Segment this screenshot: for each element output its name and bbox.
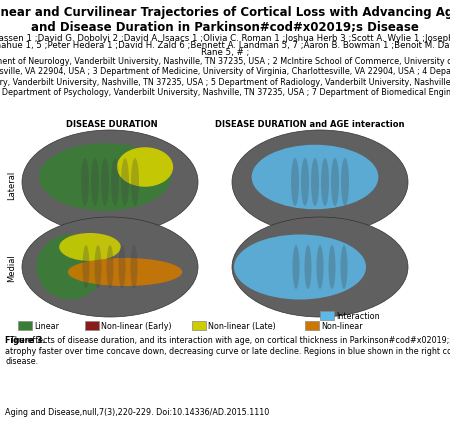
Ellipse shape bbox=[82, 245, 90, 290]
Ellipse shape bbox=[252, 145, 378, 210]
Ellipse shape bbox=[59, 233, 121, 261]
Text: Aging and Disease,null,7(3),220-229. Doi:10.14336/AD.2015.1110: Aging and Disease,null,7(3),220-229. Doi… bbox=[5, 407, 269, 416]
Ellipse shape bbox=[292, 245, 300, 290]
Text: DISEASE DURATION: DISEASE DURATION bbox=[66, 120, 158, 129]
Bar bbox=[18, 321, 32, 330]
Ellipse shape bbox=[107, 245, 113, 290]
Text: Linear and Curvilinear Trajectories of Cortical Loss with Advancing Age
and Dise: Linear and Curvilinear Trajectories of C… bbox=[0, 6, 450, 34]
Ellipse shape bbox=[22, 218, 198, 317]
Bar bbox=[85, 321, 99, 330]
Ellipse shape bbox=[68, 258, 182, 286]
Ellipse shape bbox=[305, 245, 311, 290]
Text: Interaction: Interaction bbox=[336, 311, 380, 320]
Ellipse shape bbox=[341, 159, 349, 207]
Ellipse shape bbox=[301, 159, 309, 207]
Ellipse shape bbox=[39, 144, 171, 211]
Ellipse shape bbox=[94, 245, 102, 290]
Text: The effects of disease duration, and its interaction with age, on cortical thick: The effects of disease duration, and its… bbox=[5, 336, 450, 365]
Ellipse shape bbox=[232, 218, 408, 317]
Text: ;Manus J. Donahue 1, 5 ;Peter Hedera 1 ;David H. Zald 6 ;Bennett A. Landman 5, 7: ;Manus J. Donahue 1, 5 ;Peter Hedera 1 ;… bbox=[0, 41, 450, 50]
Ellipse shape bbox=[234, 235, 366, 300]
Text: Linear: Linear bbox=[34, 321, 59, 330]
Ellipse shape bbox=[111, 159, 119, 207]
Text: 1 Department of Neurology, Vanderbilt University, Nashville, TN 37235, USA ; 2 M: 1 Department of Neurology, Vanderbilt Un… bbox=[0, 57, 450, 97]
Ellipse shape bbox=[22, 131, 198, 234]
Ellipse shape bbox=[91, 159, 99, 207]
Ellipse shape bbox=[321, 159, 329, 207]
Text: DISEASE DURATION and AGE interaction: DISEASE DURATION and AGE interaction bbox=[215, 120, 405, 129]
Ellipse shape bbox=[341, 245, 347, 290]
Ellipse shape bbox=[36, 235, 104, 300]
Ellipse shape bbox=[328, 245, 336, 290]
Text: Lateral: Lateral bbox=[8, 170, 17, 199]
Ellipse shape bbox=[121, 159, 129, 207]
Ellipse shape bbox=[331, 159, 339, 207]
Bar bbox=[320, 311, 334, 320]
Text: Figure 3.: Figure 3. bbox=[5, 335, 45, 344]
Ellipse shape bbox=[101, 159, 109, 207]
Text: Daniel O. Claassen 1 ;David G. Dobolyi 2 ;David A. Isaacs 1 ;Olivia C. Roman 1 ;: Daniel O. Claassen 1 ;David G. Dobolyi 2… bbox=[0, 34, 450, 43]
Ellipse shape bbox=[291, 159, 299, 207]
Ellipse shape bbox=[311, 159, 319, 207]
Ellipse shape bbox=[117, 148, 173, 187]
Ellipse shape bbox=[232, 131, 408, 234]
Text: Non-linear (Late): Non-linear (Late) bbox=[208, 321, 276, 330]
Ellipse shape bbox=[131, 159, 139, 207]
Ellipse shape bbox=[316, 245, 324, 290]
Bar bbox=[305, 321, 319, 330]
Text: Non-linear (Early): Non-linear (Early) bbox=[101, 321, 171, 330]
Ellipse shape bbox=[118, 245, 126, 290]
Text: Medial: Medial bbox=[8, 254, 17, 281]
Ellipse shape bbox=[130, 245, 138, 290]
Text: Non-linear: Non-linear bbox=[321, 321, 363, 330]
Ellipse shape bbox=[81, 159, 89, 207]
Text: Rane 5, # ;: Rane 5, # ; bbox=[201, 48, 249, 57]
Bar bbox=[192, 321, 206, 330]
